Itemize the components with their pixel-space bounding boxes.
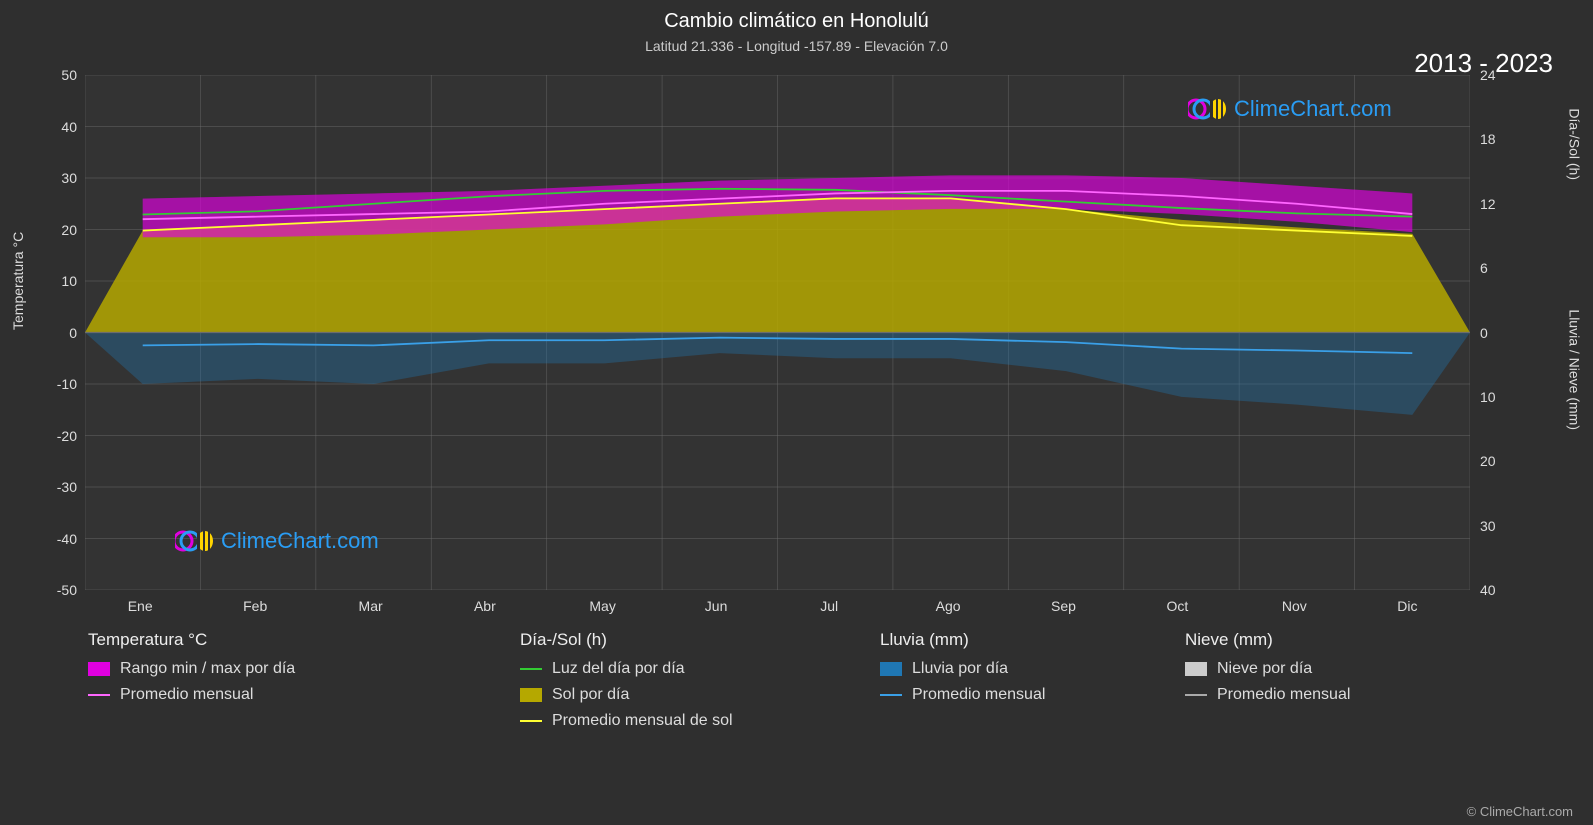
tick-month: Dic [1397,598,1417,614]
legend-label: Promedio mensual [120,686,253,704]
legend-item: Nieve por día [1185,660,1350,678]
tick-month: May [589,598,615,614]
watermark-text: ClimeChart.com [221,528,379,554]
tick-temp: -20 [57,428,77,444]
legend-label: Nieve por día [1217,660,1312,678]
tick-month: Jul [820,598,838,614]
legend-item: Lluvia por día [880,660,1045,678]
tick-temp: -50 [57,582,77,598]
legend-rain: Lluvia (mm) Lluvia por día Promedio mens… [880,630,1045,712]
tick-temp: 0 [69,325,77,341]
tick-temp: 10 [61,273,77,289]
tick-precip: 10 [1480,389,1496,405]
legend-item: Sol por día [520,686,733,704]
legend-item: Promedio mensual de sol [520,712,733,730]
legend-temperature: Temperatura °C Rango min / max por día P… [88,630,295,712]
legend-item: Rango min / max por día [88,660,295,678]
y-axis-right-top-label: Día-/Sol (h) [1567,108,1583,180]
y-axis-left-label: Temperatura °C [10,232,26,330]
tick-precip: 20 [1480,453,1496,469]
legend-item: Promedio mensual [88,686,295,704]
legend-header: Nieve (mm) [1185,630,1350,650]
tick-temp: 20 [61,222,77,238]
swatch-rain-fill [880,662,902,676]
tick-month: Jun [705,598,728,614]
swatch-sun-fill [520,688,542,702]
legend-item: Promedio mensual [880,686,1045,704]
swatch-sun-avg [520,720,542,722]
watermark-text: ClimeChart.com [1234,96,1392,122]
legend-label: Rango min / max por día [120,660,295,678]
legend-label: Lluvia por día [912,660,1008,678]
brand-icon [175,527,215,555]
tick-daysun: 12 [1480,196,1496,212]
legend-label: Luz del día por día [552,660,685,678]
tick-month: Ago [936,598,961,614]
tick-daysun: 18 [1480,131,1496,147]
tick-month: Ene [128,598,153,614]
chart-plot-area [85,75,1470,590]
legend-item: Promedio mensual [1185,686,1350,704]
y-axis-right-bottom-label: Lluvia / Nieve (mm) [1567,309,1583,430]
legend-snow: Nieve (mm) Nieve por día Promedio mensua… [1185,630,1350,712]
tick-daysun: 24 [1480,67,1496,83]
tick-month: Abr [474,598,496,614]
tick-precip: 40 [1480,582,1496,598]
copyright-label: © ClimeChart.com [1467,804,1573,819]
tick-daysun: 0 [1480,325,1488,341]
swatch-snow-avg [1185,694,1207,696]
watermark-logo-top: ClimeChart.com [1188,95,1392,123]
tick-precip: 30 [1480,518,1496,534]
tick-temp: -30 [57,479,77,495]
tick-month: Mar [359,598,383,614]
swatch-snow-fill [1185,662,1207,676]
tick-temp: 40 [61,119,77,135]
legend-label: Promedio mensual [1217,686,1350,704]
tick-temp: -40 [57,531,77,547]
tick-month: Oct [1166,598,1188,614]
legend-label: Promedio mensual [912,686,1045,704]
tick-month: Feb [243,598,267,614]
swatch-temp-avg [88,694,110,696]
brand-icon [1188,95,1228,123]
legend-item: Luz del día por día [520,660,733,678]
legend-label: Promedio mensual de sol [552,712,733,730]
legend-daysun: Día-/Sol (h) Luz del día por día Sol por… [520,630,733,738]
tick-daysun: 6 [1480,260,1488,276]
legend-header: Temperatura °C [88,630,295,650]
tick-temp: 30 [61,170,77,186]
legend-header: Día-/Sol (h) [520,630,733,650]
swatch-daylight [520,668,542,670]
chart-title: Cambio climático en Honolulú [0,10,1593,33]
tick-month: Nov [1282,598,1307,614]
tick-temp: 50 [61,67,77,83]
chart-subtitle: Latitud 21.336 - Longitud -157.89 - Elev… [0,38,1593,54]
legend-label: Sol por día [552,686,629,704]
watermark-logo-bottom: ClimeChart.com [175,527,379,555]
tick-temp: -10 [57,376,77,392]
swatch-rain-avg [880,694,902,696]
swatch-temp-range [88,662,110,676]
legend-header: Lluvia (mm) [880,630,1045,650]
tick-month: Sep [1051,598,1076,614]
